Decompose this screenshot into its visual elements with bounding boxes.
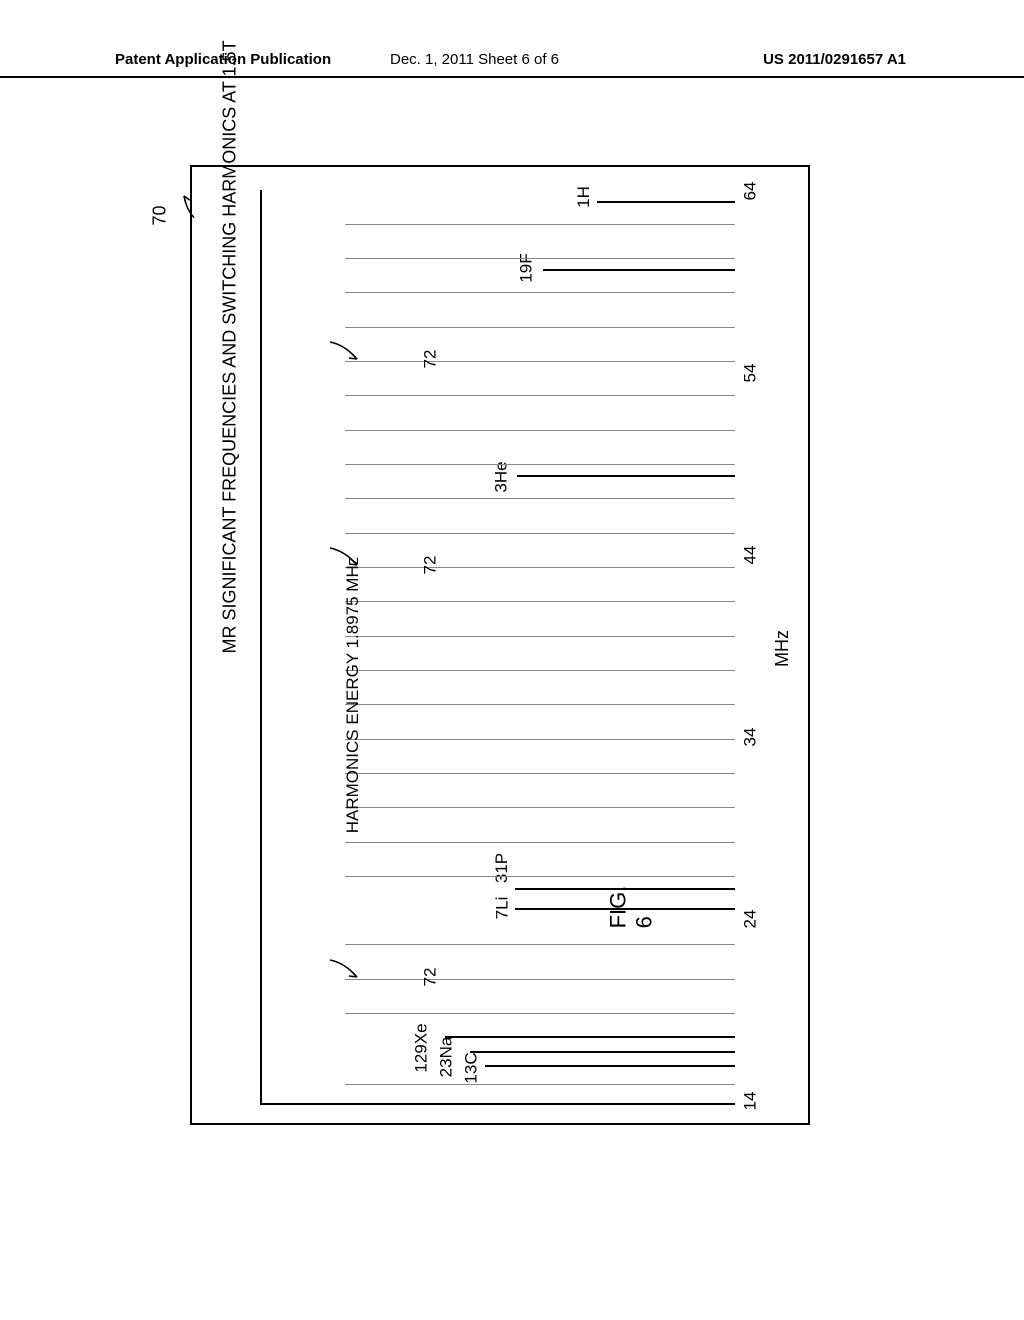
harmonic-bar: [345, 670, 735, 671]
nuclei-label-7li: 7Li: [493, 897, 513, 920]
harmonic-bar: [345, 327, 735, 328]
nuclei-bar-23na: [470, 1051, 735, 1053]
page-header: Patent Application Publication Dec. 1, 2…: [0, 48, 1024, 78]
nuclei-bar-1h: [597, 201, 735, 203]
nuclei-bar-3he: [517, 475, 735, 477]
harmonic-bar: [345, 361, 735, 362]
harmonic-bar: [345, 704, 735, 705]
nuclei-label-1h: 1H: [574, 186, 594, 208]
tick-64: 64: [741, 182, 761, 201]
x-axis: [260, 1103, 735, 1105]
harmonic-bar: [345, 1013, 735, 1014]
harmonic-bar: [345, 601, 735, 602]
nuclei-bar-13c: [485, 1065, 735, 1067]
harmonic-bar: [345, 498, 735, 499]
harmonic-bar: [345, 773, 735, 774]
harmonic-bar: [345, 979, 735, 980]
header-date-sheet: Dec. 1, 2011 Sheet 6 of 6: [390, 51, 559, 68]
harmonic-bar: [345, 944, 735, 945]
harmonic-bar: [345, 842, 735, 843]
nuclei-label-23na: 23Na: [437, 1037, 457, 1078]
y-axis: [260, 190, 262, 1105]
harmonic-bar: [345, 395, 735, 396]
harmonic-bar: [345, 258, 735, 259]
chart-title: MR SIGNIFICANT FREQUENCIES AND SWITCHING…: [220, 54, 241, 654]
ref-72-a: 72: [421, 968, 441, 987]
nuclei-bar-19f: [543, 269, 735, 271]
harmonic-bar: [345, 224, 735, 225]
ref-label-70: 70: [150, 205, 171, 225]
harmonic-bar: [345, 636, 735, 637]
nuclei-label-13c: 13C: [461, 1052, 481, 1083]
harmonic-bar: [345, 876, 735, 877]
tick-54: 54: [741, 364, 761, 383]
harmonic-bar: [345, 464, 735, 465]
ref-72-b: 72: [421, 556, 441, 575]
harmonic-bar: [345, 739, 735, 740]
harmonic-bar: [345, 567, 735, 568]
harmonic-bar: [345, 430, 735, 431]
plot-area: 14 24 34 44 54 64 MHz 13C 23Na 129Xe 7Li…: [260, 190, 735, 1105]
tick-14: 14: [741, 1092, 761, 1111]
nuclei-bar-129xe: [445, 1036, 735, 1038]
harmonic-bar: [345, 807, 735, 808]
nuclei-label-31p: 31P: [492, 853, 512, 883]
tick-44: 44: [741, 546, 761, 565]
ref-72-c: 72: [421, 350, 441, 369]
ref-arrow-72c: [325, 337, 365, 372]
tick-34: 34: [741, 728, 761, 747]
nuclei-label-3he: 3He: [491, 461, 511, 492]
harmonic-bar: [345, 533, 735, 534]
harmonics-legend: HARMONICS ENERGY 1.8975 MHz: [343, 557, 363, 833]
figure-caption: FIG. 6: [605, 886, 1024, 929]
nuclei-label-129xe: 129Xe: [411, 1023, 431, 1072]
harmonic-bar: [345, 1084, 735, 1085]
ref-arrow-72a: [325, 955, 365, 990]
header-patent-number: US 2011/0291657 A1: [763, 51, 906, 68]
x-axis-label: MHz: [772, 630, 793, 667]
figure-container: 70 MR SIGNIFICANT FREQUENCIES AND SWITCH…: [190, 165, 810, 1125]
harmonic-bar: [345, 292, 735, 293]
